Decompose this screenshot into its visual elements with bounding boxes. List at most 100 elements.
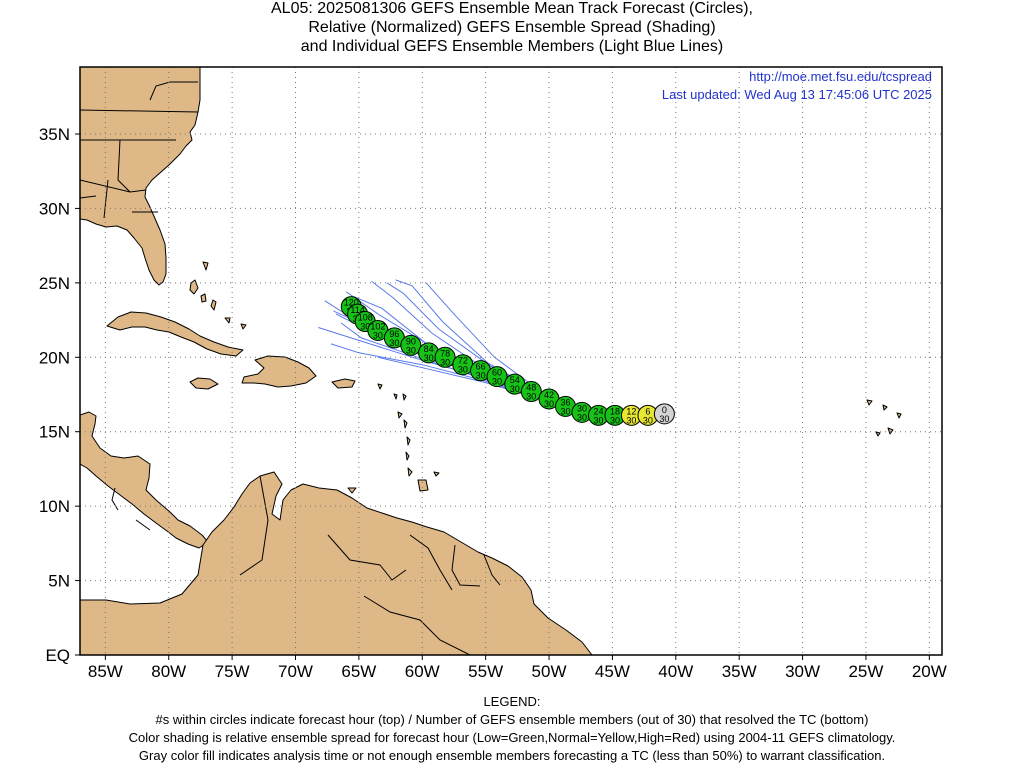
- track-circle-fill: [400, 334, 422, 356]
- grid-lines: [80, 67, 942, 656]
- y-tick-label: EQ: [45, 646, 70, 665]
- x-tick-label: 35W: [722, 662, 757, 681]
- state-border-8: [149, 81, 198, 101]
- member-count-label: 30: [593, 415, 603, 425]
- member-count-label: 30: [626, 415, 636, 425]
- x-tick-label: 70W: [278, 662, 313, 681]
- member-count-label: 30: [373, 330, 383, 340]
- member-count-label: 30: [360, 322, 370, 332]
- state-border-4: [80, 179, 147, 193]
- lesser-antilles-islands: [377, 383, 413, 477]
- jamaica-island: [189, 377, 219, 390]
- tobago-island: [433, 471, 440, 477]
- y-tick-label: 30N: [39, 199, 70, 218]
- north-america-landmass: [80, 67, 201, 286]
- forecast-hour-label: 72: [458, 356, 468, 366]
- forecast-hour-label: 102: [370, 321, 385, 331]
- ensemble-mean-track: 1203011430108301023096309030843078307230…: [340, 296, 675, 426]
- x-tick-label: 85W: [88, 662, 123, 681]
- member-count-label: 30: [577, 412, 587, 422]
- x-tick-label: 50W: [532, 662, 567, 681]
- member-count-label: 30: [476, 371, 486, 381]
- forecast-hour-label: 120: [344, 298, 359, 308]
- forecast-hour-label: 90: [406, 336, 416, 346]
- state-border-5: [103, 179, 109, 219]
- x-tick-label: 60W: [405, 662, 440, 681]
- x-tick-label: 55W: [468, 662, 503, 681]
- south-america-landmass: [80, 471, 593, 655]
- member-count-label: 30: [610, 415, 620, 425]
- forecast-hour-label: 18: [610, 406, 620, 416]
- bahamas-islands: [189, 261, 247, 330]
- cuba-island: [106, 311, 244, 357]
- legend-line-color-shading: Color shading is relative ensemble sprea…: [128, 730, 896, 745]
- x-tick-label: 65W: [341, 662, 376, 681]
- forecast-hour-label: 60: [492, 368, 502, 378]
- latitude-axis: EQ 5N 10N 15N 20N 25N 30N 35N: [39, 125, 80, 665]
- state-border-1: [80, 109, 199, 113]
- track-circle-fill: [520, 381, 542, 403]
- forecast-hour-label: 48: [526, 383, 536, 393]
- map-frame: [79, 66, 943, 656]
- y-tick-label: 5N: [48, 572, 70, 591]
- forecast-hour-label: 12: [626, 406, 636, 416]
- source-url-link[interactable]: http://moe.met.fsu.edu/tcspread: [749, 69, 932, 84]
- track-circle-fill: [434, 346, 456, 368]
- forecast-hour-label: 108: [358, 313, 373, 323]
- member-count-label: 30: [458, 365, 468, 375]
- country-border-sa-2: [327, 534, 407, 581]
- legend-line-hour-members: #s within circles indicate forecast hour…: [155, 712, 869, 727]
- member-count-label: 30: [526, 392, 536, 402]
- forecast-hour-label: 78: [440, 348, 450, 358]
- chart-title-line-1: AL05: 2025081306 GEFS Ensemble Mean Trac…: [271, 0, 753, 17]
- forecast-hour-label: 42: [544, 390, 554, 400]
- hispaniola-island: [241, 355, 317, 388]
- chart-title-line-2: Relative (Normalized) GEFS Ensemble Spre…: [308, 19, 716, 36]
- track-circle: 630: [637, 404, 659, 426]
- y-tick-label: 15N: [39, 423, 70, 442]
- forecast-hour-label: 96: [389, 329, 399, 339]
- member-count-label: 30: [406, 345, 416, 355]
- track-circle-fill: [486, 366, 508, 388]
- x-tick-label: 45W: [595, 662, 630, 681]
- x-tick-label: 40W: [658, 662, 693, 681]
- state-border-10: [135, 519, 151, 531]
- x-tick-label: 20W: [912, 662, 947, 681]
- trinidad-island: [417, 479, 429, 492]
- x-tick-label: 30W: [785, 662, 820, 681]
- member-count-label: 30: [389, 338, 399, 348]
- state-border-9: [111, 487, 119, 511]
- forecast-hour-label: 30: [577, 403, 587, 413]
- last-updated-text: Last updated: Wed Aug 13 17:45:06 UTC 20…: [662, 87, 932, 102]
- forecast-hour-label: 84: [424, 344, 434, 354]
- forecast-hour-label: 36: [561, 397, 571, 407]
- country-border-sa-4: [451, 544, 481, 587]
- member-count-label: 30: [424, 353, 434, 363]
- chart-title-line-3: and Individual GEFS Ensemble Members (Li…: [300, 38, 724, 55]
- y-tick-label: 25N: [39, 274, 70, 293]
- forecast-hour-label: 114: [350, 305, 364, 315]
- forecast-hour-label: 6: [645, 406, 650, 416]
- x-tick-label: 80W: [151, 662, 186, 681]
- member-count-label: 30: [544, 399, 554, 409]
- y-tick-label: 10N: [39, 497, 70, 516]
- longitude-axis: 85W 80W 75W 70W 65W 60W 55W 50W 45W 40W 35W 30W 25W 2…: [88, 655, 947, 681]
- land-layer: [80, 67, 902, 655]
- member-count-label: 30: [492, 377, 502, 387]
- country-border-sa-3: [409, 534, 453, 591]
- track-circle: 030: [653, 403, 675, 425]
- member-count-label: 30: [561, 406, 571, 416]
- puerto-rico-island: [331, 378, 356, 389]
- forecast-hour-label: 54: [510, 375, 520, 385]
- forecast-hour-label: 0: [662, 405, 667, 415]
